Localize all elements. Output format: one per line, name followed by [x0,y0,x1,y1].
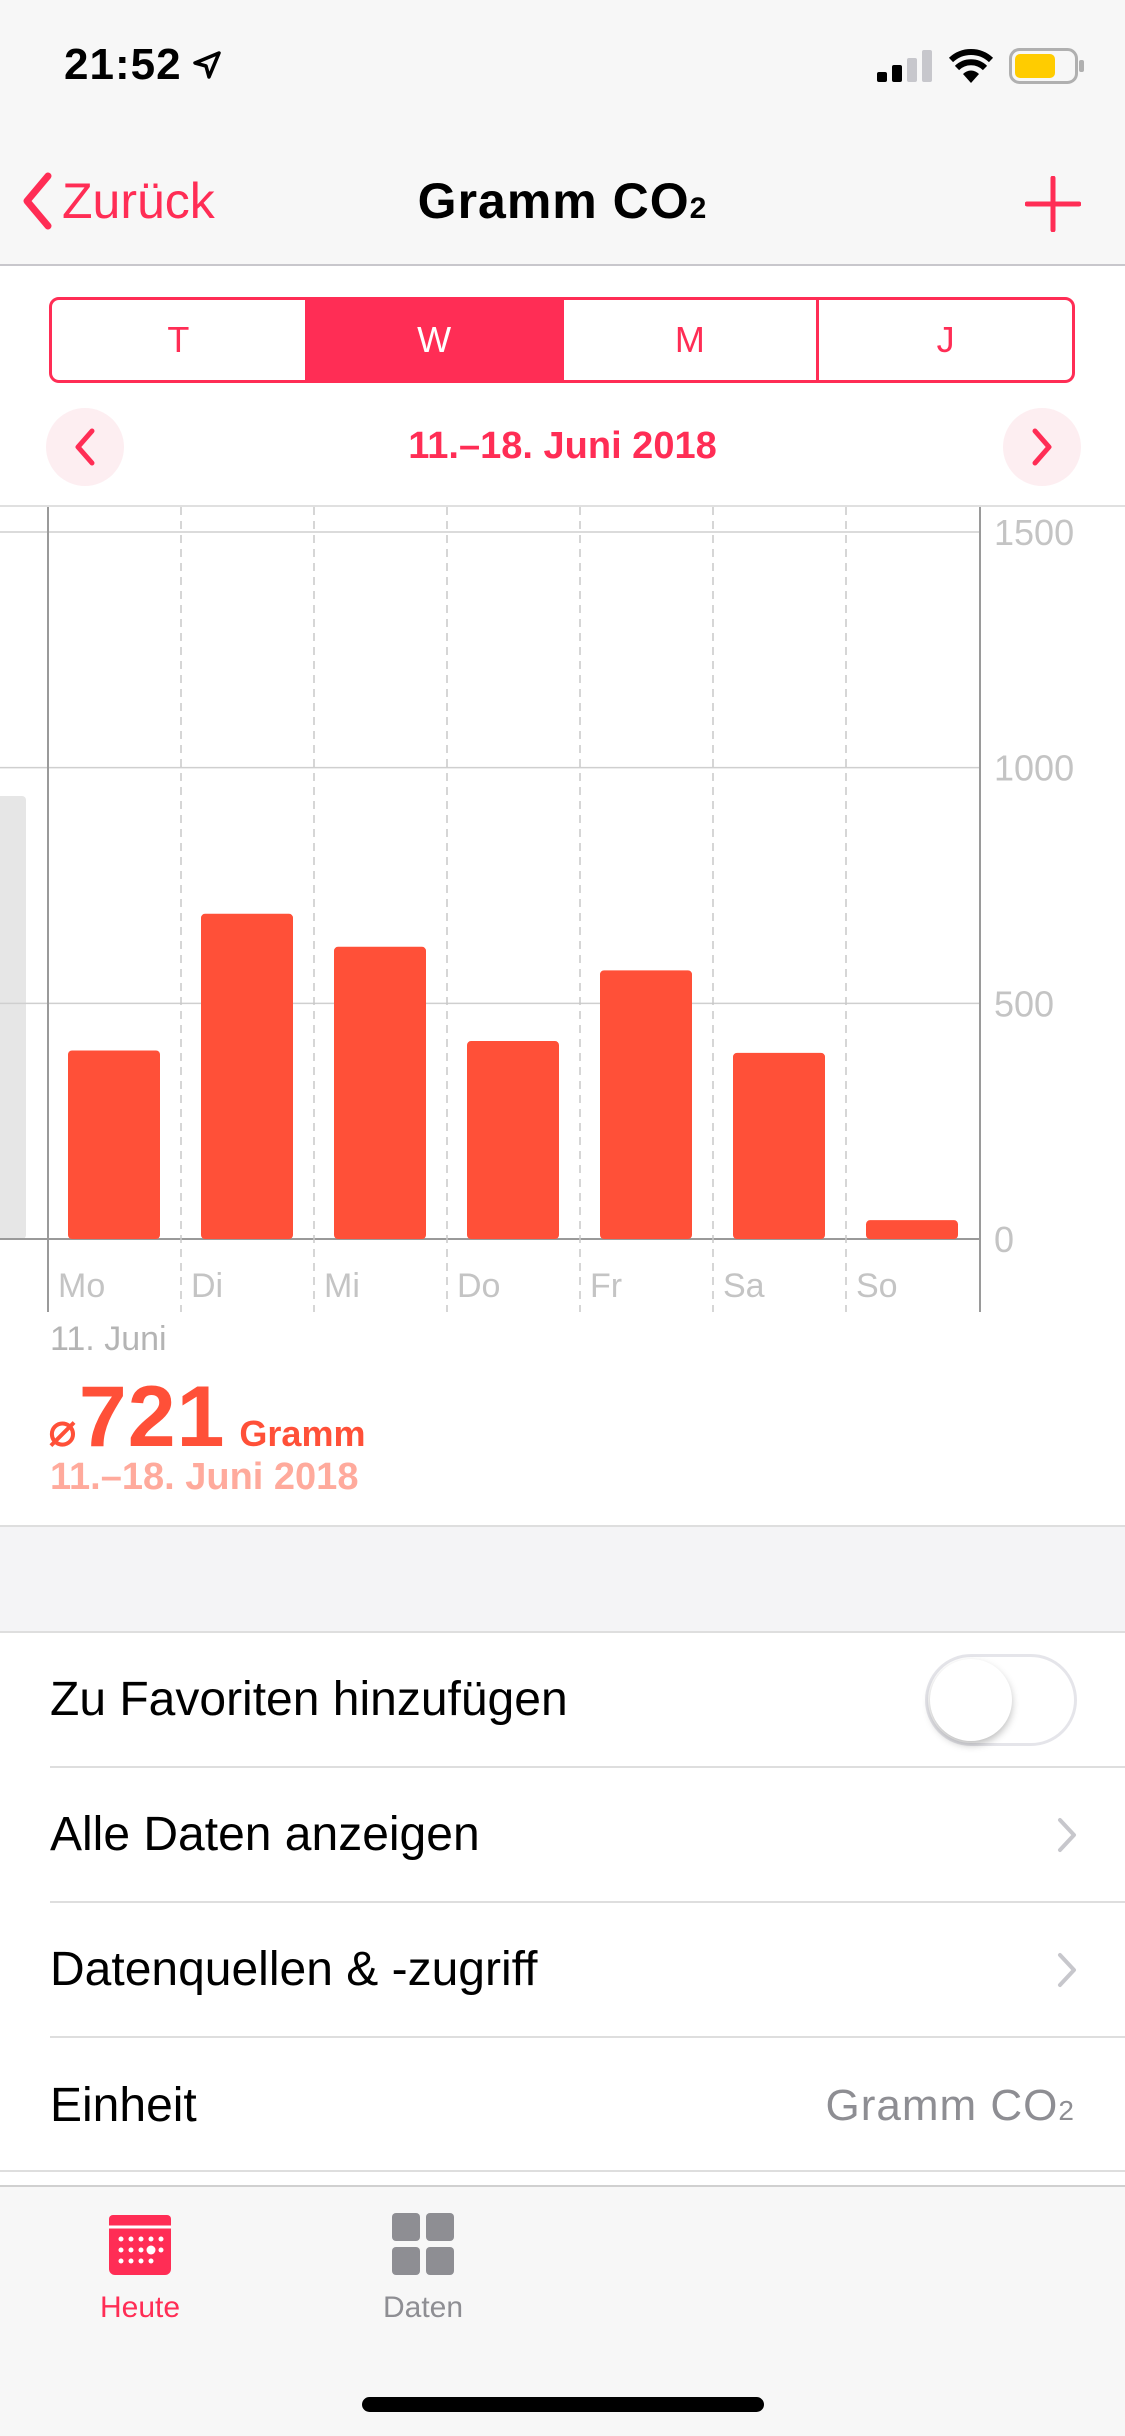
bar-mi [334,946,426,1239]
options-list: Zu Favoriten hinzufügen Alle Daten anzei… [0,1633,1125,2173]
toggle-knob [930,1658,1012,1741]
average-range: 11.–18. Juni 2018 [50,1456,359,1498]
x-tick-label: Fr [590,1267,622,1305]
chevron-left-icon [23,172,52,230]
chevron-right-icon [1058,1817,1076,1852]
section-separator [0,1525,1125,1633]
chevron-left-icon [75,428,95,466]
tab-data-label: Daten [382,2291,464,2324]
date-navigation: 11.–18. Juni 2018 [0,405,1125,489]
y-tick-label: 500 [994,983,1054,1024]
x-tick-label: Mo [58,1267,105,1305]
list-bottom-divider [0,2170,1125,2172]
calendar-icon [109,2215,171,2275]
tab-today[interactable]: Heute [60,2211,220,2325]
period-segmented-control: T W M J [49,297,1075,383]
unit-value: Gramm CO2 [826,2081,1075,2131]
status-indicators [877,48,1085,84]
next-period-button[interactable] [1003,408,1081,486]
x-tick-label: So [856,1267,898,1305]
favorites-toggle[interactable] [925,1653,1077,1746]
bar-mo [68,1050,160,1239]
chevron-right-icon [1058,1952,1076,1987]
home-indicator [362,2397,764,2412]
bar-chart-canvas: 0 500 1000 1500 Mo Di Mi Do Fr Sa So [0,507,1074,1312]
unit-value-subscript: 2 [1058,2094,1075,2126]
data-sources-label: Datenquellen & -zugriff [50,1943,538,1996]
y-tick-label: 1000 [994,748,1074,789]
grid-icon [392,2213,454,2275]
status-bar: 21:52 [0,0,1125,136]
chevron-right-icon [1032,428,1052,466]
signal-icon [877,50,932,82]
navigation-bar: Zurück Gramm CO2 [0,136,1125,266]
back-button-label: Zurück [62,173,215,229]
bar-so [866,1220,958,1239]
x-tick-label: Mi [324,1267,360,1305]
date-range-label: 11.–18. Juni 2018 [408,425,717,467]
segment-year[interactable]: J [936,319,955,360]
y-tick-label: 1500 [994,512,1074,553]
average-value: ⌀ 721 Gramm [48,1368,365,1467]
segment-month[interactable]: M [564,300,820,380]
page-title: Gramm CO2 [0,172,1125,230]
all-data-label: Alle Daten anzeigen [50,1808,480,1861]
battery-icon [1009,48,1084,84]
favorites-label: Zu Favoriten hinzufügen [50,1673,568,1726]
unit-value-main: Gramm CO [825,2080,1059,2130]
back-button[interactable]: Zurück [22,166,215,236]
bar-do [467,1041,559,1239]
segment-day[interactable]: T [52,300,308,380]
previous-period-button[interactable] [46,408,124,486]
average-unit: Gramm [239,1413,366,1454]
location-arrow-icon [193,51,221,79]
data-sources-row[interactable]: Datenquellen & -zugriff [50,1903,1125,2038]
wifi-icon [949,49,993,83]
bar-fr [600,970,692,1239]
bar-chart[interactable]: 0 500 1000 1500 Mo Di Mi Do Fr Sa So [0,505,1125,1312]
x-tick-label: Sa [723,1267,765,1305]
tab-bar: Heute Daten [0,2185,1125,2436]
selected-date: 11. Juni [50,1320,167,1358]
page-title-main: Gramm CO [417,173,690,229]
previous-period-bar [0,795,26,1239]
x-tick-label: Do [457,1267,500,1305]
all-data-row[interactable]: Alle Daten anzeigen [50,1768,1125,1903]
tab-data[interactable]: Daten [343,2211,503,2325]
y-tick-label: 0 [994,1219,1014,1260]
segment-week[interactable]: W [307,300,564,380]
favorites-row: Zu Favoriten hinzufügen [50,1633,1125,1768]
page-title-subscript: 2 [689,192,708,225]
x-tick-label: Di [191,1267,223,1305]
bar-sa [733,1052,825,1239]
tab-today-label: Heute [99,2291,181,2324]
unit-label: Einheit [50,2079,197,2132]
add-data-button[interactable] [1025,176,1081,232]
bar-di [201,913,293,1239]
unit-row[interactable]: Einheit Gramm CO2 [50,2038,1125,2173]
status-time: 21:52 [64,40,182,89]
average-number: 721 [78,1369,226,1465]
average-symbol: ⌀ [48,1404,77,1457]
